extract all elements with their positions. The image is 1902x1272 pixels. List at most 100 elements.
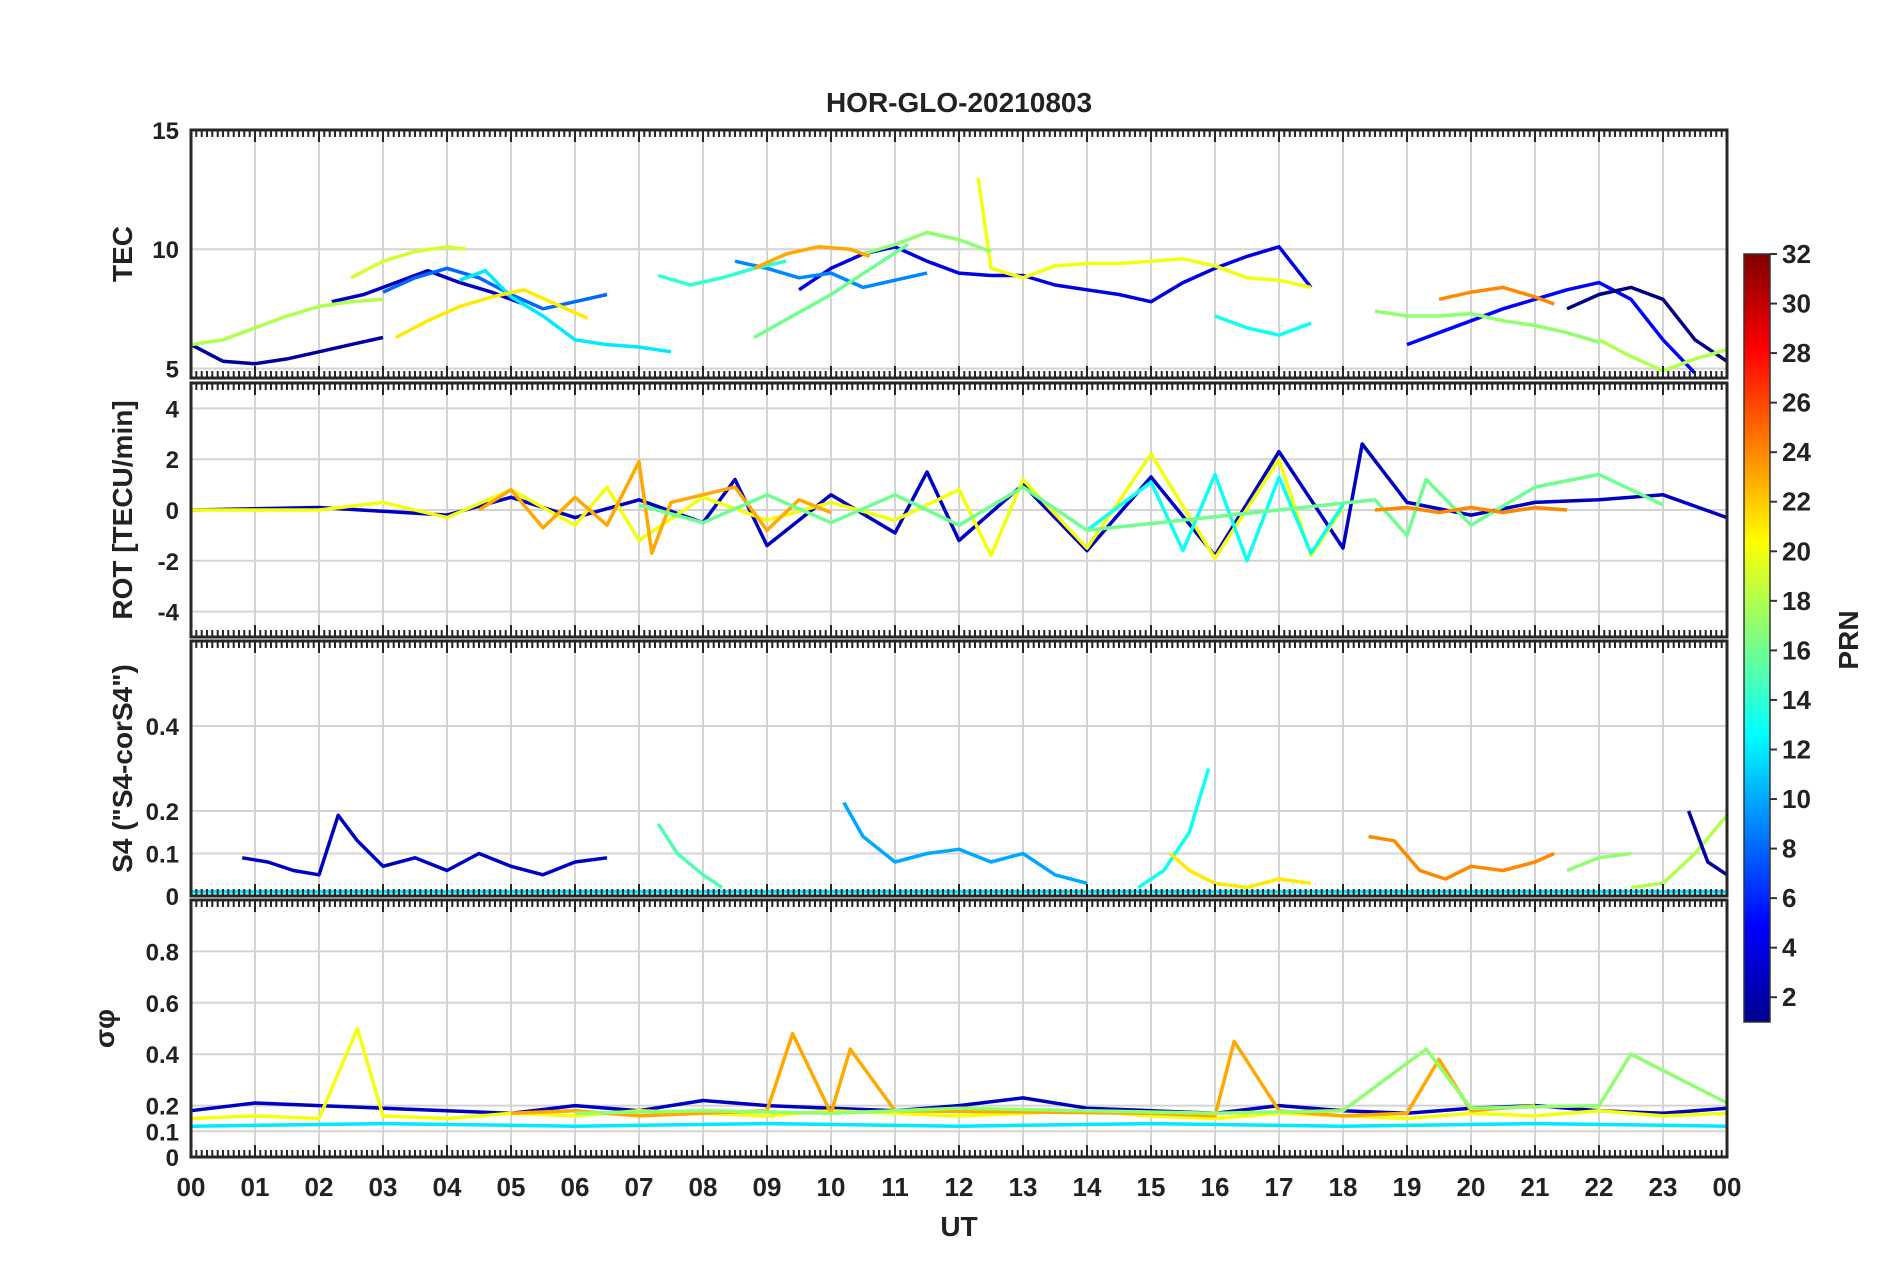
colorbar-tick-label: 30 (1782, 289, 1811, 319)
series-line-prn-13 (1214, 314, 1312, 337)
series-line-prn-17 (862, 230, 992, 256)
x-tick-label: 03 (369, 1172, 398, 1202)
colorbar-tick-label: 8 (1782, 834, 1796, 864)
x-tick-label: 09 (753, 1172, 782, 1202)
x-tick-label: 17 (1265, 1172, 1294, 1202)
x-tick-label: 14 (1073, 1172, 1102, 1202)
colorbar-tick-label: 20 (1782, 536, 1811, 566)
series-line-prn-12 (459, 268, 672, 354)
colorbar-gradient (1743, 253, 1771, 1023)
series-line-prn-8 (382, 266, 608, 311)
series-line-prn-20 (976, 177, 1312, 290)
chart-title: HOR-GLO-20210803 (826, 87, 1092, 118)
series-line-prn-1 (1566, 285, 1728, 363)
y-axis-label: TEC (107, 226, 138, 282)
x-tick-label: 18 (1329, 1172, 1358, 1202)
panel-sigma: 00.10.2 0.4 0.6 0.8 σφ (89, 898, 1729, 1172)
colorbar-tick-label: 12 (1782, 734, 1811, 764)
y-axis-label: σφ (89, 1009, 120, 1048)
y-tick-label: 0 (166, 1145, 179, 1172)
x-tick-label: 06 (561, 1172, 590, 1202)
x-minor-ticks (190, 641, 1728, 896)
y-tick-label: 10 (152, 237, 179, 264)
x-axis-label: UT (940, 1211, 977, 1242)
series-line-prn-13 (1137, 767, 1211, 889)
series-line-prn-24 (1374, 505, 1568, 515)
y-tick-label: 15 (152, 118, 179, 145)
series-line-prn-18 (190, 297, 384, 347)
x-tick-label: 20 (1457, 1172, 1486, 1202)
x-tick-labels: 00 01 02 03 04 05 06 07 08 09 10 11 12 13 14 15 16 17 18 19… (177, 1172, 1742, 1202)
panel-tec: 5 10 15 TEC (107, 118, 1729, 383)
x-tick-label: 16 (1201, 1172, 1230, 1202)
y-tick-label: 0.1 (146, 1119, 179, 1146)
colorbar-tick-label: 2 (1782, 982, 1796, 1012)
y-tick-label: 5 (166, 356, 179, 383)
colorbar-tick-label: 6 (1782, 883, 1796, 913)
series-line-prn-9 (734, 259, 928, 290)
x-tick-label: 19 (1393, 1172, 1422, 1202)
series-line-prn-21 (394, 288, 589, 340)
series-line-prn-20 (190, 1026, 1728, 1121)
x-tick-label: 13 (1009, 1172, 1038, 1202)
y-tick-label: 0 (166, 498, 179, 525)
x-minor-ticks (190, 900, 1728, 1157)
series-line-prn-3 (241, 813, 608, 877)
x-tick-label: 00 (177, 1172, 206, 1202)
series-line-prn-19 (350, 245, 467, 280)
colorbar-tick-label: 16 (1782, 635, 1811, 665)
series-line-prn-18 (1630, 814, 1729, 890)
y-axis-label: S4 ("S4-corS4") (107, 664, 138, 873)
x-tick-label: 02 (305, 1172, 334, 1202)
series-line-prn-23 (753, 245, 871, 270)
x-tick-label: 07 (625, 1172, 654, 1202)
y-tick-label: 0.4 (146, 714, 180, 741)
series-line-prn-17 (1566, 851, 1632, 873)
x-tick-label: 00 (1713, 1172, 1742, 1202)
x-tick-label: 04 (433, 1172, 462, 1202)
colorbar-tick-label: 32 (1782, 239, 1811, 269)
y-tick-label: -4 (158, 600, 180, 627)
x-tick-label: 08 (689, 1172, 718, 1202)
y-tick-label: 0.4 (146, 1042, 180, 1069)
series-line-prn-12 (190, 1121, 1728, 1128)
colorbar-tick-label: 14 (1782, 685, 1811, 715)
colorbar-tick-label: 18 (1782, 586, 1811, 616)
series-line-prn-13 (1085, 472, 1345, 563)
colorbar-tick-label: 24 (1782, 437, 1811, 467)
series-line-prn-15 (656, 822, 724, 889)
y-tick-label: 0.2 (146, 799, 179, 826)
series-line-prn-16 (638, 472, 1664, 538)
colorbar-tick-label: 28 (1782, 338, 1811, 368)
series-line-prn-17 (1374, 309, 1600, 344)
y-tick-label: 2 (166, 447, 179, 474)
x-tick-label: 21 (1521, 1172, 1550, 1202)
series-line-prn-16 (753, 243, 909, 340)
x-tick-label: 05 (497, 1172, 526, 1202)
x-minor-ticks (190, 383, 1728, 637)
series-line-prn-24 (1438, 285, 1555, 306)
y-tick-label: -2 (158, 549, 179, 576)
x-minor-ticks (190, 130, 1728, 378)
y-tick-label: 0 (166, 884, 179, 911)
series-line-prn-23 (510, 1031, 1536, 1118)
x-tick-label: 23 (1649, 1172, 1678, 1202)
y-tick-label: 4 (166, 396, 180, 423)
series-line-prn-24 (1368, 834, 1555, 881)
panel-rot: -4 -2 0 2 4 ROT [TECU/min] (107, 381, 1729, 639)
x-tick-label: 15 (1137, 1172, 1166, 1202)
x-tick-label: 11 (881, 1172, 909, 1202)
colorbar-tick-label: 22 (1782, 487, 1811, 517)
x-tick-label: 12 (945, 1172, 974, 1202)
series-line-prn-2 (190, 335, 384, 366)
colorbar-tick-label: 26 (1782, 388, 1811, 418)
colorbar-tick-label: 4 (1782, 933, 1797, 963)
x-tick-label: 10 (817, 1172, 846, 1202)
series-line-prn-10 (842, 801, 1088, 885)
y-axis-label: ROT [TECU/min] (107, 400, 138, 619)
series-line-prn-21 (1169, 852, 1312, 890)
